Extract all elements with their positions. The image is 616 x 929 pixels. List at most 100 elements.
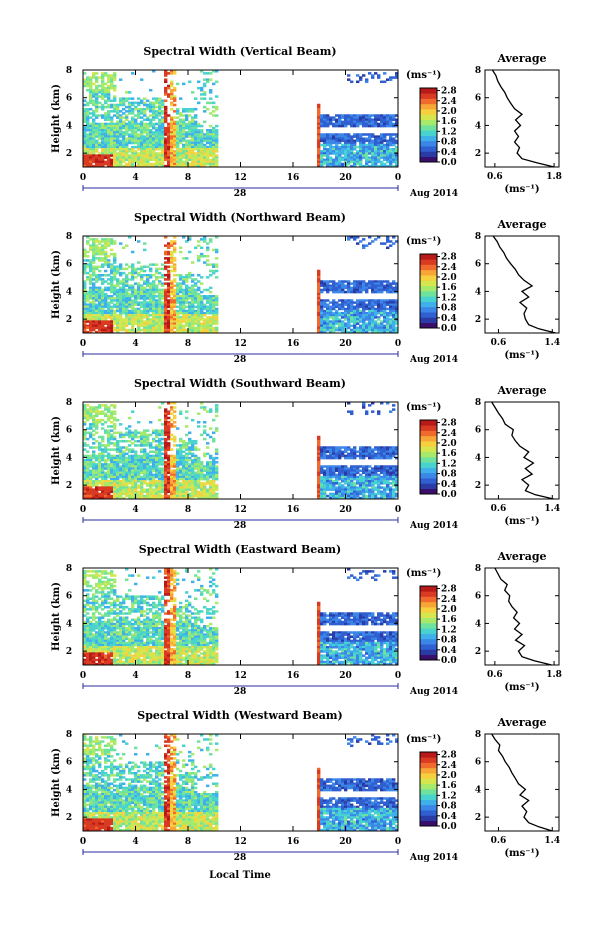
heatmap-cell <box>359 305 363 309</box>
heatmap-cell <box>110 448 114 451</box>
heatmap-cell <box>341 143 345 147</box>
heatmap-cell <box>104 114 108 117</box>
heatmap-cell <box>320 158 324 162</box>
heatmap-cell <box>344 141 348 145</box>
heatmap-cell <box>143 158 147 162</box>
heatmap-cell <box>122 158 126 162</box>
heatmap-cell <box>173 242 177 245</box>
heatmap-cell <box>155 141 159 145</box>
heatmap-cell <box>332 150 336 153</box>
heatmap-cell <box>92 74 96 77</box>
heatmap-cell <box>146 297 150 300</box>
heatmap-cell <box>92 158 96 162</box>
heatmap-cell <box>341 156 345 159</box>
heatmap-cell <box>92 328 96 332</box>
heatmap-cell <box>116 160 120 164</box>
heatmap-cell <box>185 131 189 134</box>
colorbar-segment <box>420 291 437 297</box>
heatmap-cell <box>170 412 174 416</box>
heatmap-cell <box>374 290 378 294</box>
heatmap-cell <box>161 124 165 128</box>
heatmap-cell <box>98 164 102 168</box>
heatmap-cell <box>104 322 108 325</box>
heatmap-cell <box>197 129 201 132</box>
colorbar-segment <box>420 275 437 281</box>
heatmap-cell <box>164 112 168 115</box>
heatmap-cell <box>113 84 117 88</box>
heatmap-cell <box>110 116 114 119</box>
heatmap-cell <box>101 139 105 143</box>
heatmap-cell <box>335 160 339 164</box>
heatmap-cell <box>98 154 102 157</box>
heatmap-cell <box>335 290 339 294</box>
heatmap-cell <box>374 316 378 319</box>
heatmap-cell <box>332 290 336 294</box>
heatmap-cell <box>158 162 162 166</box>
heatmap-cell <box>203 72 207 75</box>
heatmap-cell <box>380 124 384 128</box>
heatmap-cell <box>317 148 321 151</box>
heatmap-cell <box>173 444 177 447</box>
heatmap-cell <box>176 444 180 447</box>
heatmap-cell <box>92 114 96 117</box>
heatmap-cell <box>206 160 210 164</box>
heatmap-cell <box>152 112 156 115</box>
heatmap-cell <box>335 137 339 140</box>
heatmap-cell <box>158 145 162 149</box>
heatmap-cell <box>155 152 159 155</box>
heatmap-cell <box>104 82 108 86</box>
heatmap-cell <box>209 131 213 134</box>
heatmap-cell <box>95 107 99 111</box>
heatmap-cell <box>137 162 141 166</box>
heatmap-cell <box>329 148 333 151</box>
heatmap-cell <box>320 162 324 166</box>
heatmap-cell <box>389 290 393 294</box>
heatmap-cell <box>320 154 324 157</box>
heatmap-cell <box>131 156 135 159</box>
heatmap-cell <box>374 238 378 241</box>
heatmap-cell <box>170 122 174 126</box>
heatmap-cell <box>326 162 330 166</box>
heatmap-cell <box>332 164 336 168</box>
heatmap-cell <box>101 412 105 416</box>
heatmap-cell <box>143 444 147 447</box>
heatmap-cell <box>83 143 87 147</box>
heatmap-cell <box>197 154 201 157</box>
heatmap-cell <box>317 105 321 109</box>
heatmap-cell <box>101 150 105 153</box>
heatmap-cell <box>104 148 108 151</box>
heatmap-cell <box>167 448 171 451</box>
heatmap-cell <box>200 88 204 92</box>
heatmap-cell <box>119 116 123 119</box>
heatmap-cell <box>170 137 174 140</box>
heatmap-cell <box>323 145 327 149</box>
heatmap-cell <box>179 477 183 481</box>
heatmap-cell <box>179 135 183 138</box>
heatmap-cell <box>83 259 87 262</box>
heatmap-cell <box>155 435 159 439</box>
heatmap-cell <box>161 437 165 441</box>
heatmap-cell <box>140 150 144 153</box>
heatmap-cell <box>122 133 126 136</box>
heatmap-cell <box>83 139 87 143</box>
heatmap-cell <box>149 314 153 317</box>
heatmap-cell <box>101 145 105 149</box>
heatmap-cell <box>344 150 348 153</box>
heatmap-cell <box>188 148 192 151</box>
heatmap-cell <box>329 139 333 143</box>
heatmap-cell <box>110 158 114 162</box>
heatmap-cell <box>86 129 90 132</box>
heatmap-cell <box>125 97 129 100</box>
heatmap-cell <box>161 148 165 151</box>
heatmap-cell <box>131 278 135 281</box>
heatmap-cell <box>161 103 165 107</box>
heatmap-cell <box>101 265 105 269</box>
heatmap-cell <box>203 240 207 243</box>
heatmap-cell <box>164 143 168 147</box>
heatmap-cell <box>110 124 114 128</box>
heatmap-cell <box>167 139 171 143</box>
colorbar-tick-label: 2.4 <box>441 97 457 107</box>
heatmap-cell <box>149 164 153 168</box>
heatmap-cell <box>125 133 129 136</box>
heatmap-cell <box>86 114 90 117</box>
